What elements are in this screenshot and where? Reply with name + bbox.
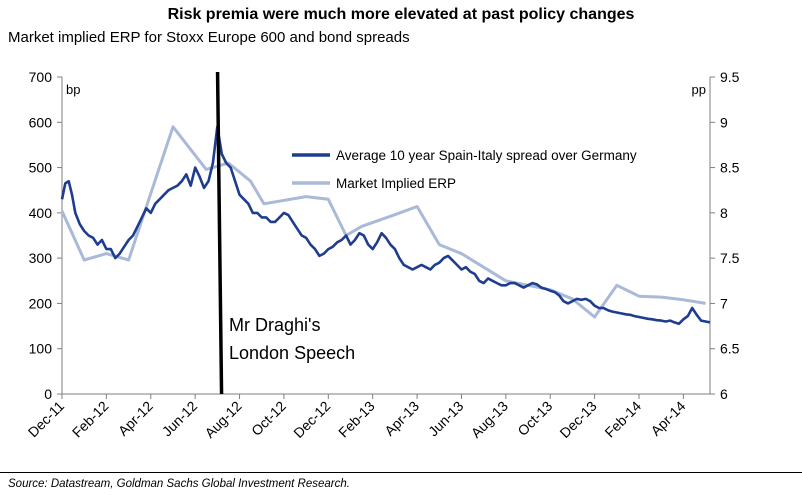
left-tick-label: 200 xyxy=(29,295,53,311)
left-tick-label: 0 xyxy=(44,386,52,402)
chart-subtitle: Market implied ERP for Stoxx Europe 600 … xyxy=(8,29,410,46)
x-tick-label: Oct-12 xyxy=(248,398,289,439)
left-axis-unit: bp xyxy=(66,82,80,97)
x-tick-label: Aug-13 xyxy=(468,398,511,441)
x-tick-label: Dec-12 xyxy=(290,398,333,441)
x-tick-label: Feb-13 xyxy=(335,398,378,441)
right-tick-label: 7 xyxy=(720,295,728,311)
right-tick-label: 9.5 xyxy=(720,69,740,85)
x-tick-label: Aug-12 xyxy=(201,398,244,441)
x-tick-label: Dec-11 xyxy=(25,398,68,441)
left-tick-label: 400 xyxy=(29,205,53,221)
left-tick-label: 700 xyxy=(29,69,53,85)
right-tick-label: 8.5 xyxy=(720,160,740,176)
left-tick-label: 300 xyxy=(29,250,53,266)
x-tick-label: Apr-14 xyxy=(647,398,688,439)
spread-series-line xyxy=(60,125,711,326)
chart-svg: 0 100 200 300 400 500 600 700 6 6.5 7 7.5 8 8.5 9 9.5 bp… xyxy=(25,69,740,441)
right-axis-unit: pp xyxy=(692,82,706,97)
x-tick-label: Feb-12 xyxy=(69,398,112,441)
annotation-line-2: London Speech xyxy=(229,343,355,363)
erp-series-line xyxy=(60,125,706,319)
right-tick-label: 9 xyxy=(720,114,728,130)
right-tick-label: 6 xyxy=(720,386,728,402)
source-divider xyxy=(0,472,802,473)
x-tick-label: Dec-13 xyxy=(556,398,599,441)
source-note: Source: Datastream, Goldman Sachs Global… xyxy=(8,478,350,490)
x-tick-label: Feb-14 xyxy=(601,398,644,441)
legend-label-erp: Market Implied ERP xyxy=(336,176,456,191)
draghi-speech-marker-line xyxy=(215,71,224,395)
right-tick-label: 6.5 xyxy=(720,341,740,357)
x-tick-label: Jun-13 xyxy=(425,398,467,440)
x-tick-label: Apr-12 xyxy=(115,398,156,439)
legend-label-spread: Average 10 year Spain-Italy spread over … xyxy=(336,148,637,163)
x-tick-label: Apr-13 xyxy=(381,398,422,439)
left-tick-label: 600 xyxy=(29,114,53,130)
x-tick-label: Oct-13 xyxy=(514,398,555,439)
left-tick-label: 500 xyxy=(29,160,53,176)
left-tick-label: 100 xyxy=(29,341,53,357)
x-tick-label: Jun-12 xyxy=(159,398,201,440)
annotation-line-1: Mr Draghi's xyxy=(229,315,320,335)
chart-title: Risk premia were much more elevated at p… xyxy=(167,6,635,23)
right-tick-label: 7.5 xyxy=(720,250,740,266)
right-tick-label: 8 xyxy=(720,205,728,221)
